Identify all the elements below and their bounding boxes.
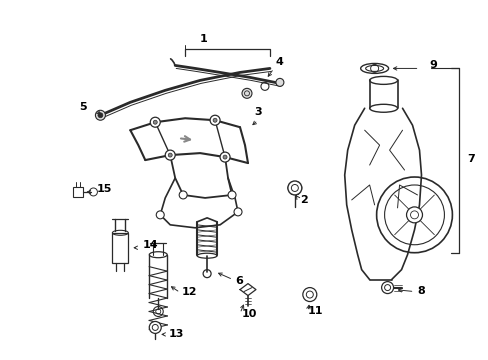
Circle shape (220, 152, 229, 162)
Text: 5: 5 (80, 102, 87, 112)
Text: 8: 8 (417, 285, 425, 296)
Bar (112, 233, 128, 263)
Circle shape (168, 153, 172, 157)
Ellipse shape (360, 63, 388, 73)
Circle shape (223, 155, 226, 159)
Text: 4: 4 (275, 58, 283, 67)
Text: 9: 9 (428, 60, 436, 71)
Circle shape (381, 282, 393, 293)
Circle shape (275, 78, 284, 86)
Circle shape (234, 208, 242, 216)
Text: 6: 6 (235, 276, 243, 285)
Text: 14: 14 (142, 240, 158, 250)
Circle shape (227, 191, 236, 199)
Text: 15: 15 (96, 184, 112, 194)
Text: 2: 2 (299, 195, 307, 205)
Circle shape (302, 288, 316, 302)
Circle shape (210, 115, 220, 125)
Circle shape (95, 110, 105, 120)
Text: 12: 12 (182, 287, 197, 297)
Circle shape (153, 120, 157, 124)
Text: 1: 1 (199, 33, 206, 44)
Circle shape (165, 150, 175, 160)
Bar (73, 187, 83, 197)
Circle shape (287, 181, 301, 195)
Circle shape (406, 207, 422, 223)
Circle shape (150, 117, 160, 127)
Text: 7: 7 (467, 154, 474, 164)
Circle shape (242, 88, 251, 98)
Text: 10: 10 (242, 310, 257, 319)
Circle shape (149, 321, 161, 333)
Circle shape (213, 118, 217, 122)
Circle shape (179, 191, 187, 199)
Circle shape (98, 113, 102, 118)
Circle shape (156, 211, 164, 219)
Text: 13: 13 (168, 329, 183, 339)
Text: 11: 11 (307, 306, 323, 316)
Text: 3: 3 (253, 107, 261, 117)
